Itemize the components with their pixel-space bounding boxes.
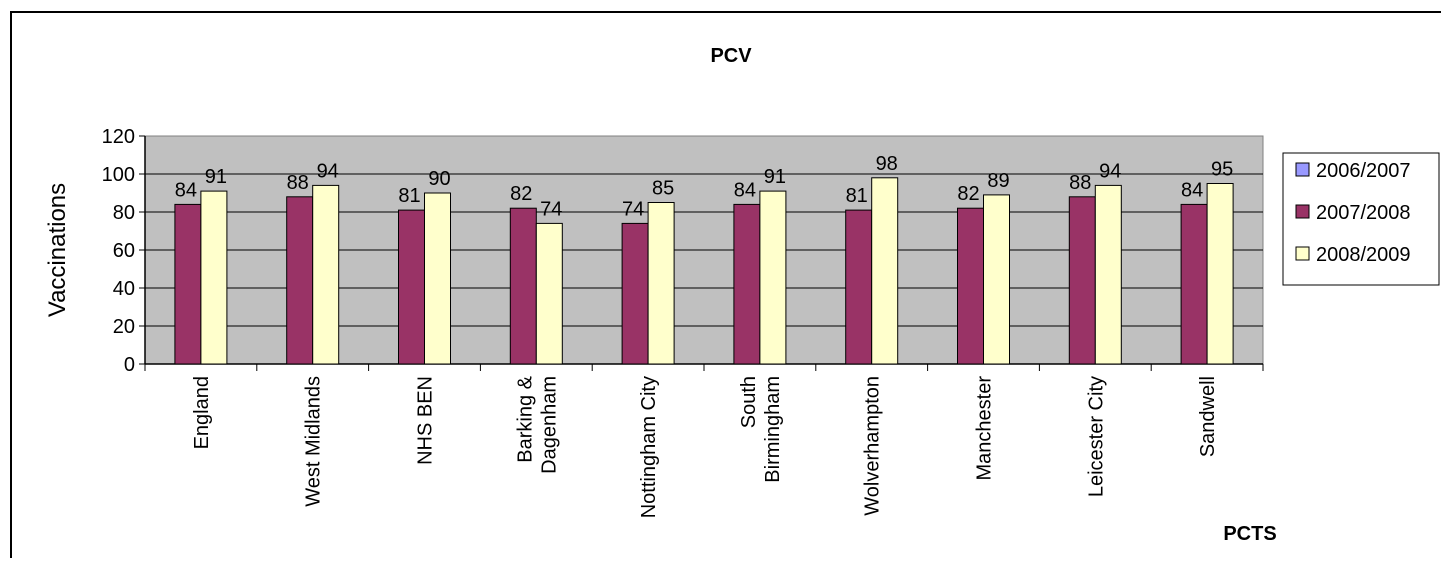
data-label: 88 xyxy=(287,172,309,194)
bar xyxy=(983,194,1010,365)
bar xyxy=(647,202,675,365)
bar xyxy=(957,207,984,365)
legend-label: 2007/2008 xyxy=(1316,202,1411,224)
bar xyxy=(509,207,537,365)
bar xyxy=(845,209,873,365)
data-label: 85 xyxy=(652,178,674,200)
x-tick-label: NHS BEN xyxy=(415,376,437,465)
x-tick-label: Wolverhampton xyxy=(862,376,884,516)
data-label: 91 xyxy=(205,166,227,188)
legend: 2006/2007 2007/2008 2008/2009 xyxy=(1282,152,1440,286)
data-label: 81 xyxy=(398,185,420,207)
data-labels: 84 91 88 94 81 90 82 74 74 85 84 91 81 98 82 89 88 94 84 95 xyxy=(175,153,1233,221)
data-label: 90 xyxy=(428,168,450,190)
bars xyxy=(174,177,1234,365)
data-label: 74 xyxy=(540,198,562,220)
bar xyxy=(1180,203,1208,365)
legend-label: 2006/2007 xyxy=(1316,160,1411,182)
y-tick-label: 100 xyxy=(102,164,135,186)
bar xyxy=(398,209,425,365)
data-label: 84 xyxy=(175,179,197,201)
chart-title: PCV xyxy=(710,45,752,67)
data-label: 98 xyxy=(876,153,898,175)
data-label: 81 xyxy=(846,185,868,207)
bar xyxy=(1068,196,1096,365)
bar xyxy=(759,190,787,365)
data-label: 94 xyxy=(317,160,339,182)
legend-label: 2008/2009 xyxy=(1316,244,1411,266)
bar xyxy=(312,184,340,365)
bar xyxy=(1206,183,1234,365)
bar xyxy=(200,190,228,365)
x-axis-labels: England West Midlands NHS BEN Barking & Dage… xyxy=(191,375,1219,518)
data-label: 94 xyxy=(1099,160,1121,182)
bar xyxy=(174,203,202,365)
y-tick-label: 80 xyxy=(113,202,135,224)
data-label: 84 xyxy=(734,179,756,201)
x-tick-label: Manchester xyxy=(974,376,996,481)
x-tick-label: Leicester City xyxy=(1085,376,1107,497)
bar xyxy=(621,222,649,365)
bar xyxy=(1094,184,1122,365)
data-label: 82 xyxy=(510,183,532,205)
data-label: 74 xyxy=(622,198,644,220)
y-tick-label: 60 xyxy=(113,240,135,262)
x-tick-label: West Midlands xyxy=(303,376,325,507)
x-axis-ticks xyxy=(144,364,1264,371)
data-label: 95 xyxy=(1211,159,1233,181)
data-label: 91 xyxy=(764,166,786,188)
legend-swatch xyxy=(1295,246,1310,261)
bar xyxy=(424,192,451,365)
x-tick-label: Sandwell xyxy=(1197,376,1219,457)
data-label: 89 xyxy=(987,170,1009,192)
x-axis-title: PCTS xyxy=(1223,523,1276,545)
data-label: 82 xyxy=(957,183,979,205)
x-tick-label: Nottingham City xyxy=(638,376,660,518)
bar xyxy=(733,203,761,365)
y-tick-label: 120 xyxy=(102,126,135,148)
y-tick-label: 0 xyxy=(124,354,135,376)
x-tick-label: Birmingham xyxy=(762,376,784,483)
x-tick-label: Dagenham xyxy=(538,376,560,474)
bar xyxy=(871,177,899,365)
y-axis-title: Vaccinations xyxy=(44,183,71,317)
legend-swatch xyxy=(1295,204,1310,219)
x-tick-label: Barking & xyxy=(514,375,536,462)
legend-swatch xyxy=(1295,162,1310,177)
data-label: 88 xyxy=(1069,172,1091,194)
y-tick-label: 20 xyxy=(113,316,135,338)
y-tick-label: 40 xyxy=(113,278,135,300)
data-label: 84 xyxy=(1181,179,1203,201)
x-tick-label: England xyxy=(191,376,213,449)
bar xyxy=(286,196,314,365)
x-tick-label: South xyxy=(738,376,760,428)
bar xyxy=(535,222,563,365)
